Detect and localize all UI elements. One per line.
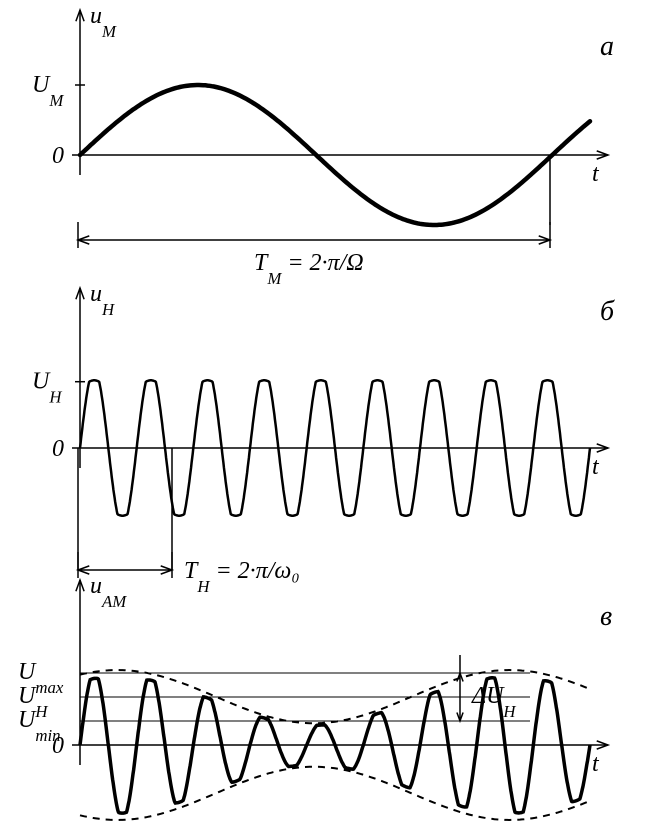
- panel-a-amp-label: UM: [32, 72, 64, 110]
- panel-c-x-label: t: [592, 751, 600, 777]
- panel-b-letter: б: [600, 296, 615, 327]
- panel-c-letter: в: [600, 601, 612, 632]
- panel-a-letter: a: [600, 31, 614, 62]
- panel-a-x-label: t: [592, 161, 600, 187]
- panel-a-period-label: TM = 2·π/Ω: [254, 250, 364, 288]
- panel-b-zero: 0: [52, 436, 64, 462]
- panel-b-y-label: uH: [90, 281, 115, 319]
- panel-b-amp-label: UH: [32, 369, 62, 407]
- panel-a-zero: 0: [52, 143, 64, 169]
- panel-c-y-label: uAM: [90, 573, 127, 611]
- panel-b-period-label: TH = 2·π/ω₀: [184, 558, 300, 596]
- panel-b-x-label: t: [592, 454, 600, 480]
- delta-label: ΔUH: [471, 683, 516, 721]
- panel-a-y-label: uM: [90, 3, 117, 41]
